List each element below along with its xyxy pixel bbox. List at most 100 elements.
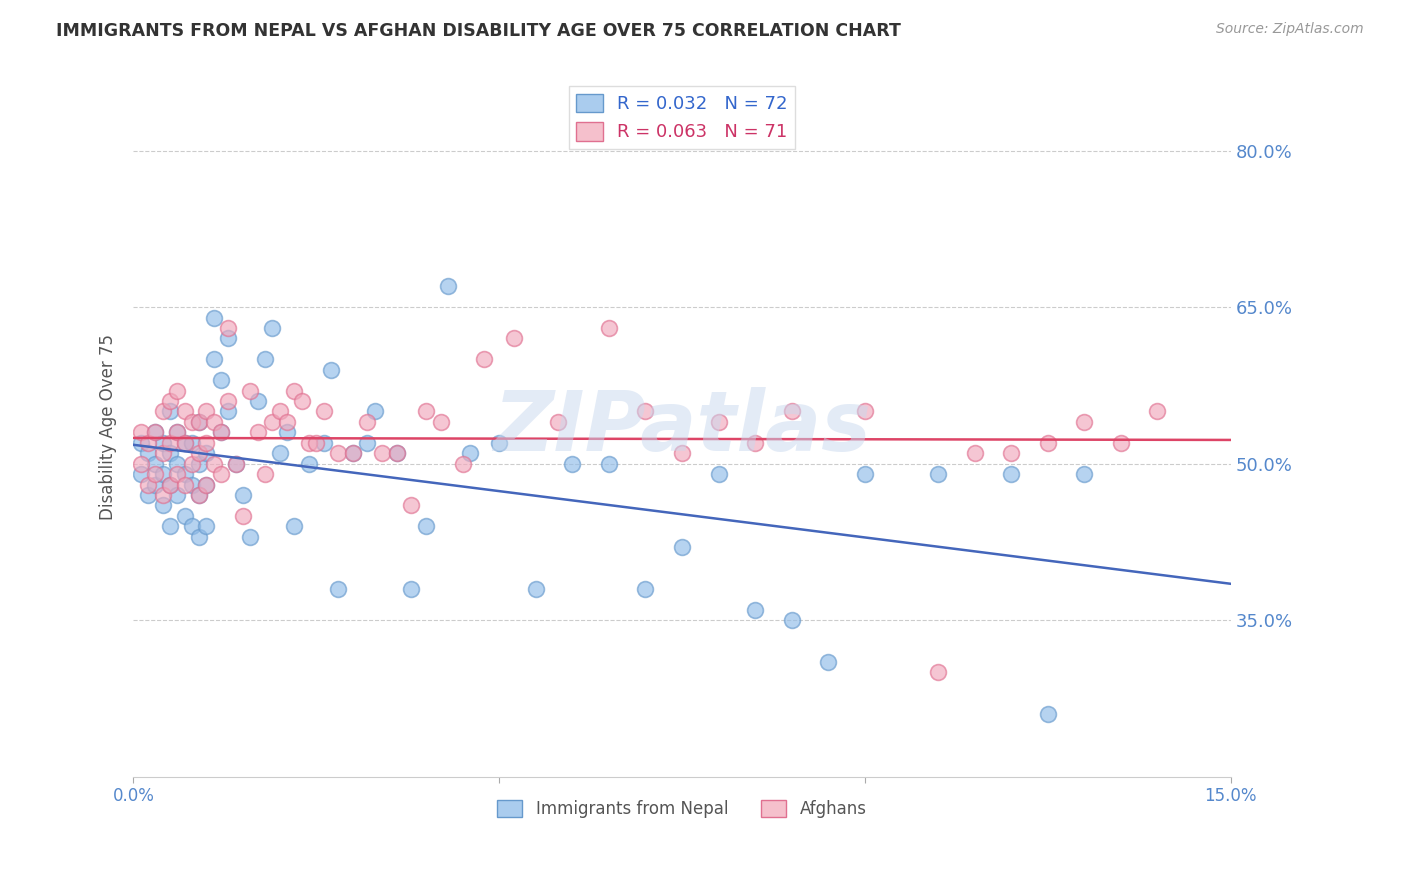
Point <box>253 467 276 482</box>
Point <box>415 519 437 533</box>
Point <box>356 415 378 429</box>
Point <box>1146 404 1168 418</box>
Point <box>298 435 321 450</box>
Point <box>195 404 218 418</box>
Point <box>143 457 166 471</box>
Point <box>143 467 166 482</box>
Point <box>269 446 291 460</box>
Point <box>180 519 202 533</box>
Point <box>744 435 766 450</box>
Point <box>180 435 202 450</box>
Point <box>209 425 232 440</box>
Point <box>1000 467 1022 482</box>
Point <box>143 477 166 491</box>
Point <box>780 613 803 627</box>
Point <box>415 404 437 418</box>
Point <box>152 499 174 513</box>
Point <box>502 331 524 345</box>
Point <box>143 425 166 440</box>
Point <box>188 415 211 429</box>
Point <box>195 435 218 450</box>
Point <box>1109 435 1132 450</box>
Point <box>173 435 195 450</box>
Point <box>152 446 174 460</box>
Point <box>232 508 254 523</box>
Point <box>188 488 211 502</box>
Text: IMMIGRANTS FROM NEPAL VS AFGHAN DISABILITY AGE OVER 75 CORRELATION CHART: IMMIGRANTS FROM NEPAL VS AFGHAN DISABILI… <box>56 22 901 40</box>
Point <box>598 457 620 471</box>
Point <box>298 457 321 471</box>
Point <box>166 488 188 502</box>
Point <box>276 415 298 429</box>
Point <box>166 457 188 471</box>
Point <box>290 394 312 409</box>
Y-axis label: Disability Age Over 75: Disability Age Over 75 <box>100 334 117 520</box>
Point <box>159 477 181 491</box>
Point <box>180 415 202 429</box>
Point <box>232 488 254 502</box>
Point <box>159 477 181 491</box>
Point <box>671 540 693 554</box>
Point <box>166 425 188 440</box>
Point <box>188 446 211 460</box>
Point <box>262 321 284 335</box>
Text: ZIPatlas: ZIPatlas <box>494 386 870 467</box>
Point <box>209 467 232 482</box>
Point <box>188 488 211 502</box>
Point <box>129 457 152 471</box>
Point <box>159 519 181 533</box>
Point <box>451 457 474 471</box>
Point <box>209 373 232 387</box>
Point <box>246 425 269 440</box>
Point <box>780 404 803 418</box>
Point <box>458 446 481 460</box>
Point <box>283 384 305 398</box>
Point <box>853 467 876 482</box>
Point <box>744 603 766 617</box>
Point <box>173 467 195 482</box>
Point <box>707 415 730 429</box>
Point <box>129 467 152 482</box>
Point <box>927 467 949 482</box>
Point <box>143 425 166 440</box>
Point <box>152 488 174 502</box>
Point <box>561 457 583 471</box>
Point <box>195 477 218 491</box>
Point <box>225 457 247 471</box>
Point <box>437 279 460 293</box>
Point <box>217 404 239 418</box>
Point <box>239 530 262 544</box>
Point <box>195 446 218 460</box>
Point <box>356 435 378 450</box>
Point <box>136 488 159 502</box>
Point <box>225 457 247 471</box>
Point <box>159 435 181 450</box>
Point <box>188 530 211 544</box>
Point <box>598 321 620 335</box>
Point <box>180 477 202 491</box>
Point <box>1073 415 1095 429</box>
Point <box>180 457 202 471</box>
Point <box>188 457 211 471</box>
Point <box>927 665 949 680</box>
Point <box>239 384 262 398</box>
Point <box>136 446 159 460</box>
Point <box>817 655 839 669</box>
Point <box>152 467 174 482</box>
Point <box>342 446 364 460</box>
Point <box>159 394 181 409</box>
Point <box>129 435 152 450</box>
Point <box>634 582 657 596</box>
Point <box>136 435 159 450</box>
Point <box>253 352 276 367</box>
Point <box>474 352 496 367</box>
Point <box>1073 467 1095 482</box>
Point <box>262 415 284 429</box>
Point <box>305 435 328 450</box>
Point <box>173 508 195 523</box>
Point <box>312 435 335 450</box>
Point <box>202 310 225 325</box>
Point <box>166 384 188 398</box>
Point <box>217 394 239 409</box>
Point <box>319 363 342 377</box>
